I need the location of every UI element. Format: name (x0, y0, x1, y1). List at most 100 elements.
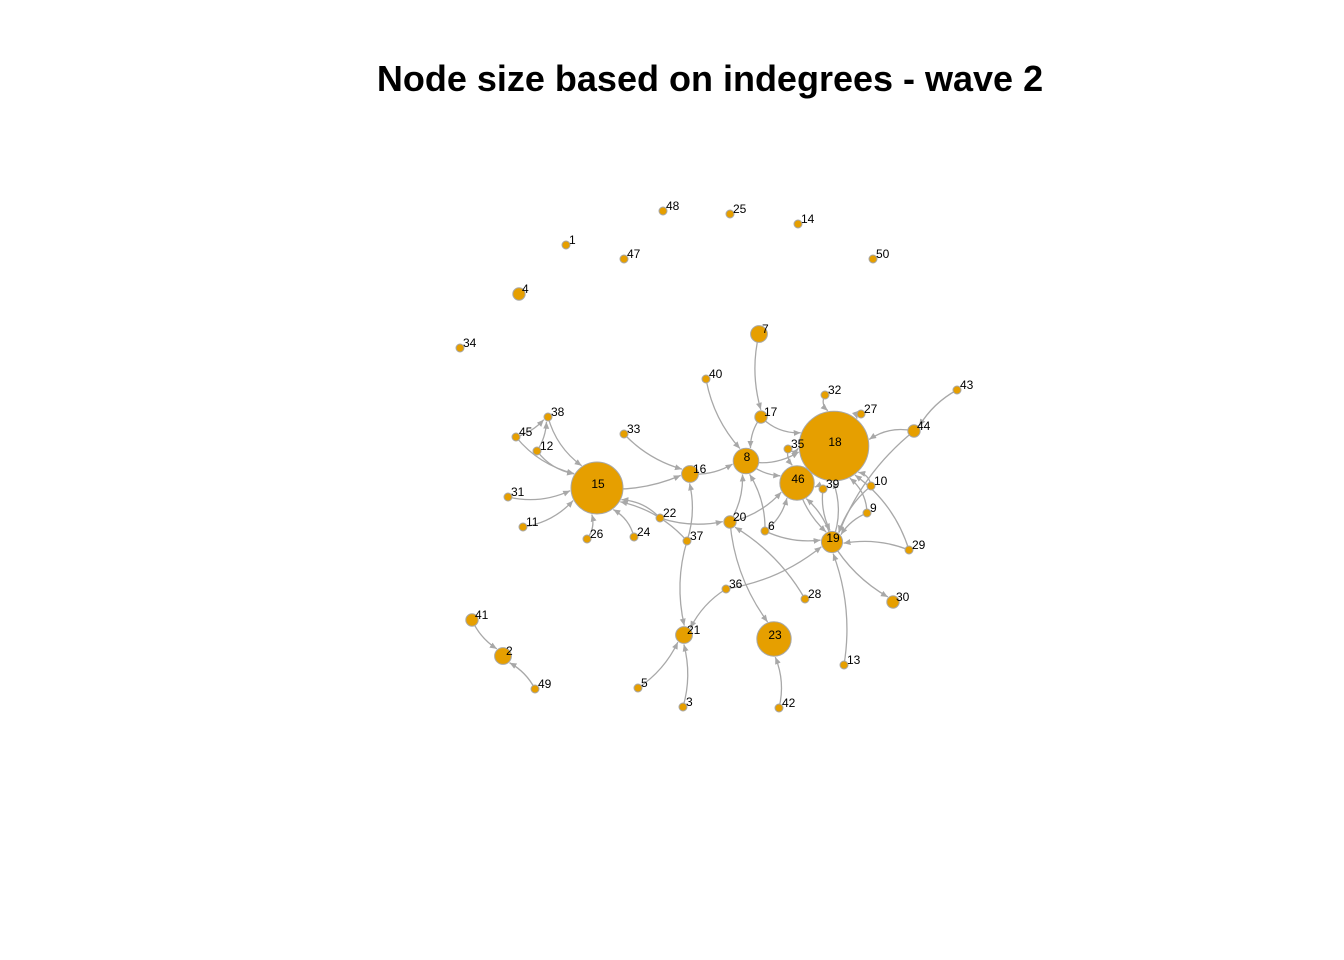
node-label-40: 40 (709, 367, 723, 381)
node-label-47: 47 (627, 247, 641, 261)
node-label-24: 24 (637, 525, 651, 539)
edges-layer (471, 333, 958, 709)
node-label-50: 50 (876, 247, 890, 261)
node-14 (793, 219, 803, 229)
edge-42-23 (774, 656, 783, 709)
node-11 (518, 522, 528, 532)
edge-37-16 (686, 483, 695, 542)
node-16 (681, 465, 699, 483)
node-17 (754, 410, 768, 424)
node-28 (800, 594, 810, 604)
nodes-layer (455, 206, 962, 713)
node-label-31: 31 (511, 485, 525, 499)
node-label-29: 29 (912, 538, 926, 552)
node-label-27: 27 (864, 402, 878, 416)
node-label-23: 23 (768, 628, 782, 642)
node-45 (511, 432, 521, 442)
edge-6-8 (749, 473, 766, 532)
node-label-48: 48 (666, 199, 680, 213)
edge-29-19 (843, 539, 910, 551)
node-3 (678, 702, 688, 712)
node-40 (701, 374, 711, 384)
node-label-14: 14 (801, 212, 815, 226)
node-label-41: 41 (475, 608, 489, 622)
node-label-39: 39 (826, 477, 840, 491)
node-31 (503, 492, 513, 502)
node-label-37: 37 (690, 529, 704, 543)
edge-22-15 (621, 497, 661, 519)
node-30 (886, 595, 900, 609)
node-label-43: 43 (960, 378, 974, 392)
node-label-4: 4 (522, 282, 529, 296)
node-label-42: 42 (782, 696, 796, 710)
node-23 (756, 621, 792, 657)
edge-9-19 (840, 512, 868, 535)
node-label-21: 21 (687, 623, 701, 637)
node-7 (750, 325, 768, 343)
edge-24-15 (612, 508, 635, 538)
node-label-6: 6 (768, 519, 775, 533)
node-label-5: 5 (641, 676, 648, 690)
node-label-46: 46 (791, 472, 805, 486)
node-label-1: 1 (569, 233, 576, 247)
node-19 (820, 530, 844, 554)
node-label-45: 45 (519, 425, 533, 439)
node-label-16: 16 (693, 462, 707, 476)
node-6 (760, 526, 770, 536)
node-42 (774, 703, 784, 713)
node-18 (798, 410, 870, 482)
edge-3-21 (682, 644, 689, 708)
node-label-10: 10 (874, 474, 888, 488)
edge-33-16 (623, 433, 683, 471)
node-label-35: 35 (791, 437, 805, 451)
node-46 (779, 465, 815, 501)
node-label-32: 32 (828, 383, 842, 397)
node-label-49: 49 (538, 677, 552, 691)
node-label-13: 13 (847, 653, 861, 667)
node-13 (839, 660, 849, 670)
node-label-22: 22 (663, 506, 677, 520)
node-34 (455, 343, 465, 353)
node-27 (856, 409, 866, 419)
node-label-15: 15 (591, 477, 605, 491)
node-22 (655, 513, 665, 523)
node-label-20: 20 (733, 510, 747, 524)
node-label-33: 33 (627, 422, 641, 436)
node-label-2: 2 (506, 644, 513, 658)
node-label-9: 9 (870, 501, 877, 515)
edge-40-8 (705, 378, 741, 450)
node-47 (619, 254, 629, 264)
edge-44-19 (838, 430, 915, 533)
edge-31-15 (507, 490, 571, 501)
node-4 (512, 287, 526, 301)
node-label-12: 12 (540, 439, 554, 453)
node-20 (723, 515, 737, 529)
node-label-30: 30 (896, 590, 910, 604)
edge-49-2 (509, 662, 536, 690)
edge-7-17 (754, 333, 762, 410)
node-12 (532, 446, 542, 456)
node-33 (619, 429, 629, 439)
node-9 (862, 508, 872, 518)
edge-11-15 (522, 500, 574, 528)
node-49 (530, 684, 540, 694)
node-35 (783, 444, 793, 454)
node-38 (543, 412, 553, 422)
edge-20-23 (729, 521, 769, 623)
node-label-25: 25 (733, 202, 747, 216)
plot-title: Node size based on indegrees - wave 2 (376, 58, 1044, 99)
node-label-17: 17 (764, 405, 778, 419)
node-43 (952, 385, 962, 395)
node-label-44: 44 (917, 419, 931, 433)
node-5 (633, 683, 643, 693)
edge-44-18 (868, 428, 915, 440)
node-label-19: 19 (826, 531, 840, 545)
node-label-36: 36 (729, 577, 743, 591)
node-21 (675, 626, 693, 644)
edge-5-21 (637, 641, 679, 689)
edge-19-30 (831, 541, 889, 598)
node-8 (732, 447, 760, 475)
node-label-38: 38 (551, 405, 565, 419)
node-label-28: 28 (808, 587, 822, 601)
